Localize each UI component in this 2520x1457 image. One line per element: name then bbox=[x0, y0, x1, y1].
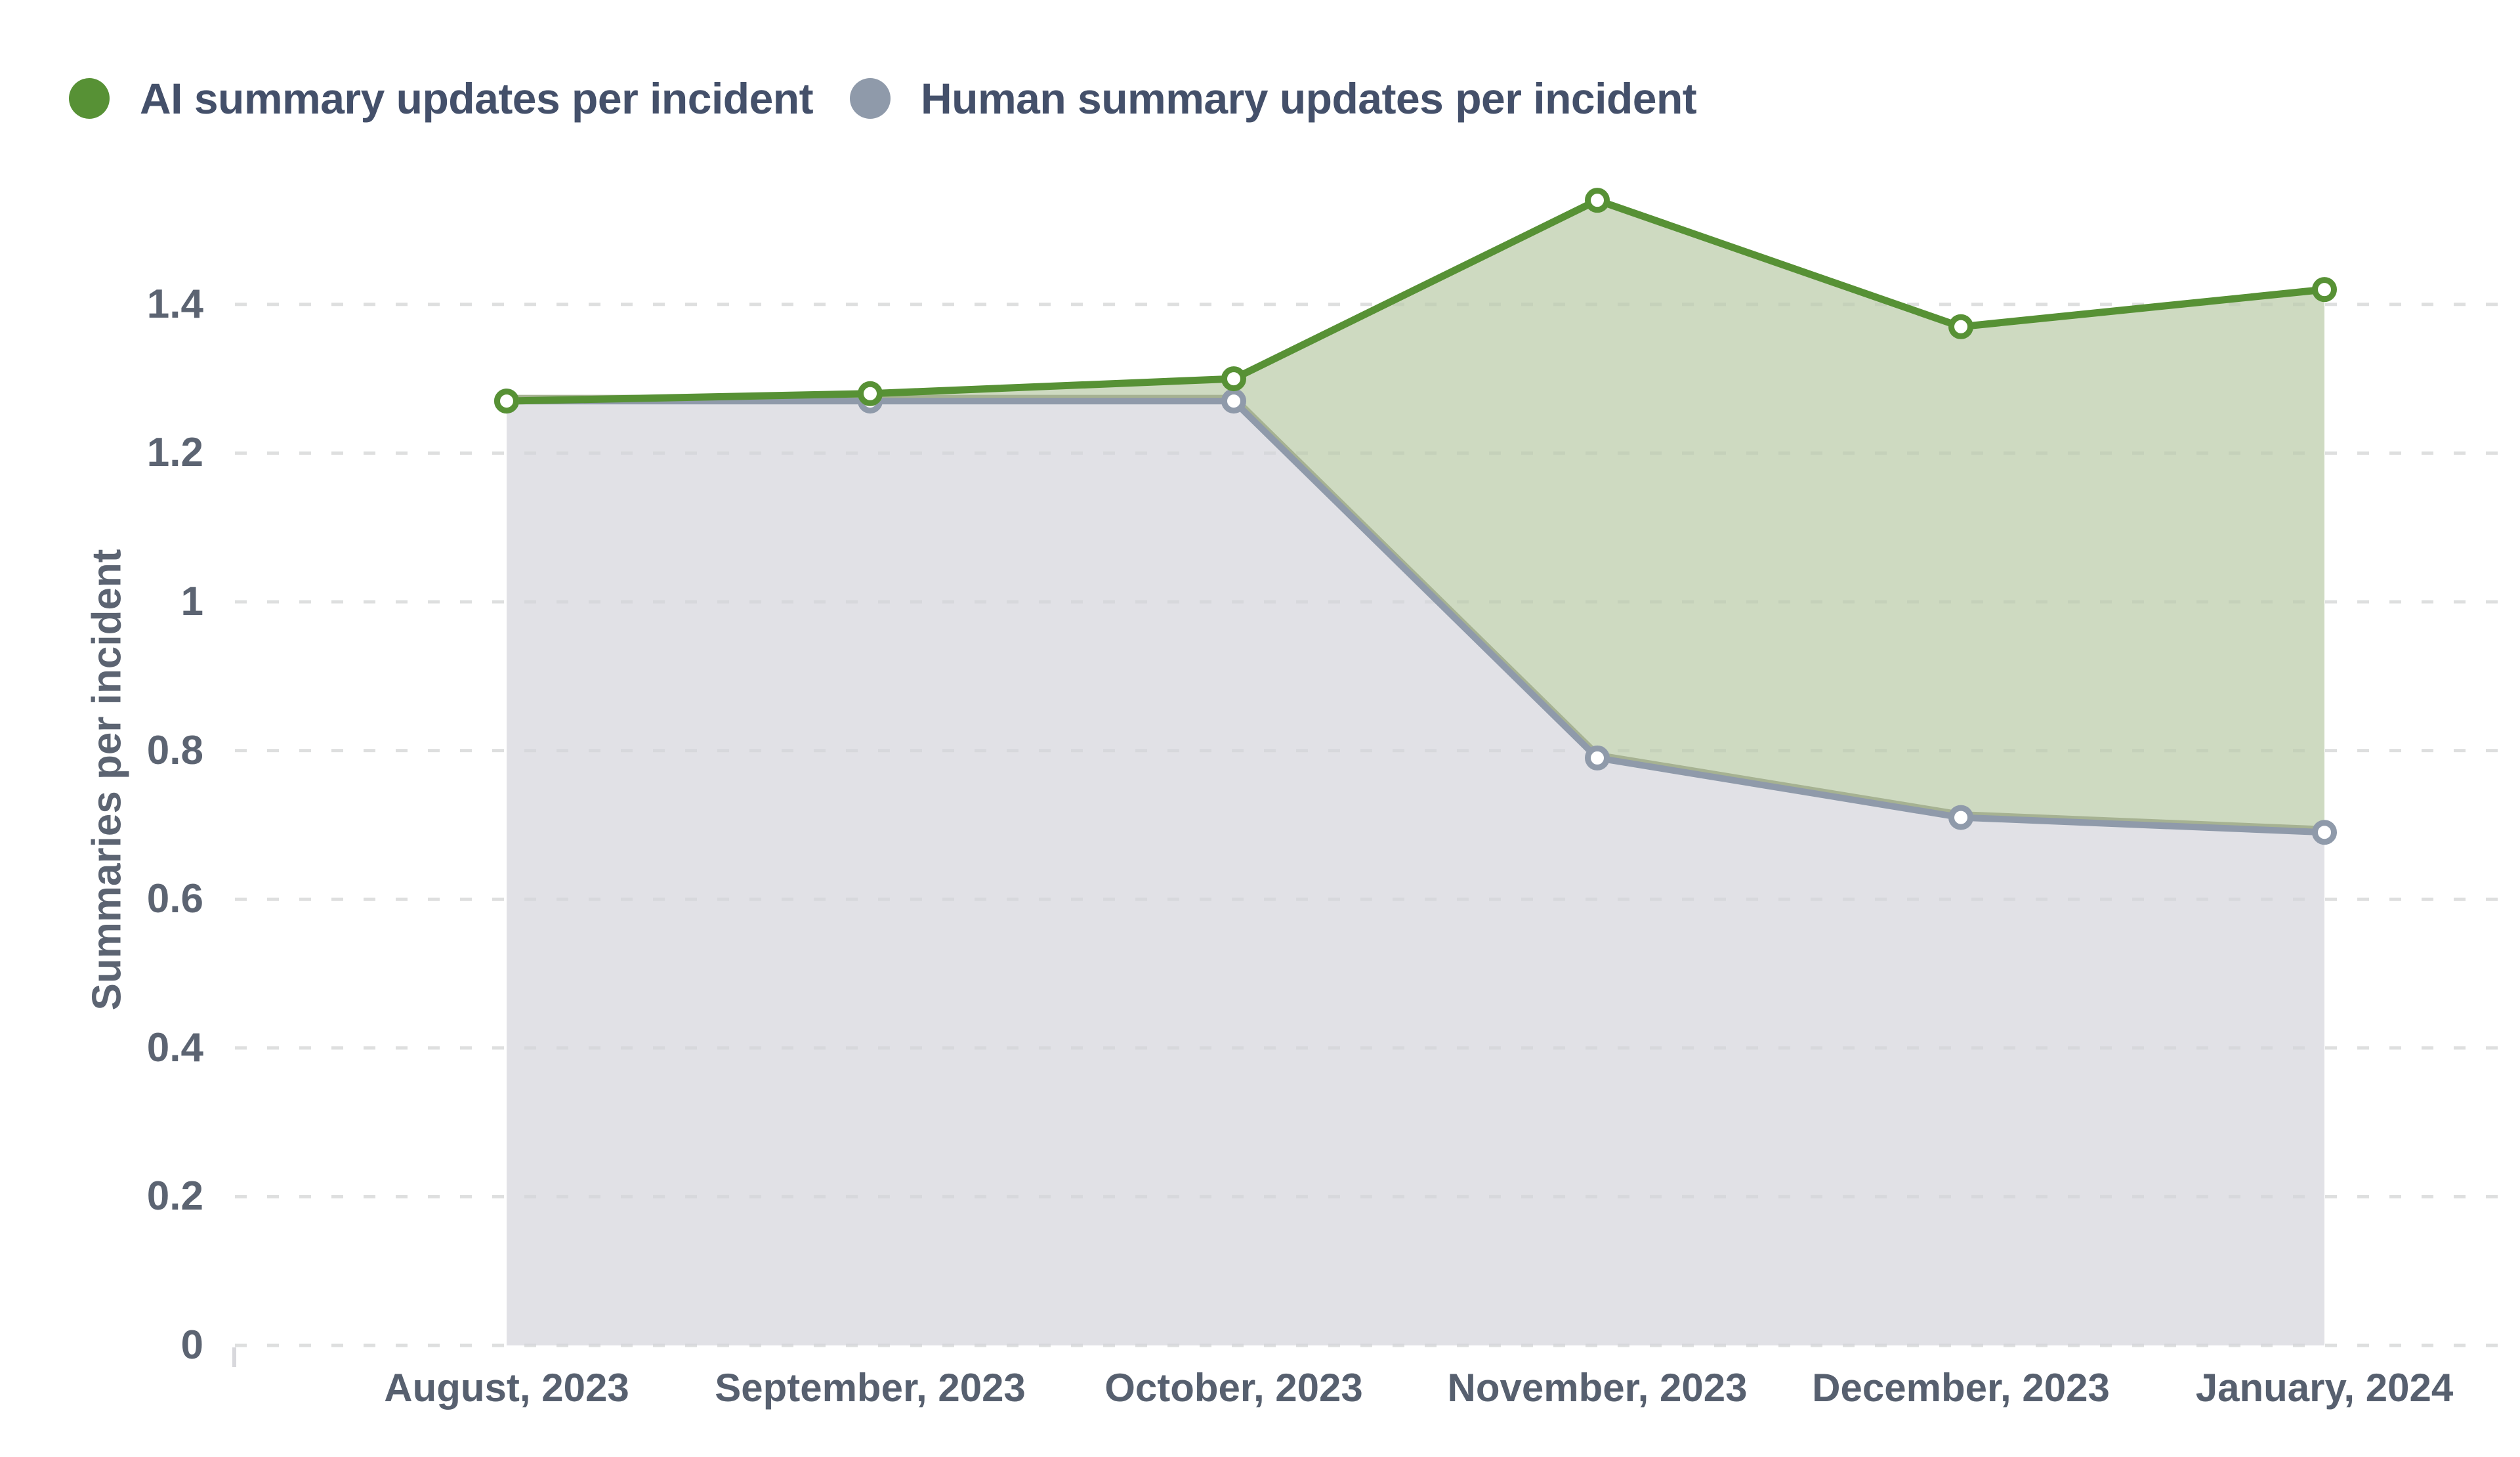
y-tick-label: 0.6 bbox=[146, 876, 203, 922]
data-point-marker-ai bbox=[1585, 188, 1610, 213]
y-axis-tick-mark bbox=[232, 1347, 236, 1367]
legend-item-human[interactable]: Human summary updates per incident bbox=[850, 68, 1697, 129]
data-point-marker-ai bbox=[1221, 366, 1246, 392]
data-point-marker-ai bbox=[1948, 314, 1973, 339]
x-axis-label: November, 2023 bbox=[1447, 1366, 1748, 1410]
ai-series-line bbox=[503, 196, 2328, 405]
human-series-line bbox=[503, 398, 2328, 836]
legend-dot-ai-icon bbox=[69, 78, 110, 119]
y-tick-label: 0.4 bbox=[146, 1024, 203, 1070]
data-point-marker-human bbox=[1221, 389, 1246, 414]
x-axis-label: December, 2023 bbox=[1812, 1366, 2110, 1410]
y-tick-label: 0.2 bbox=[146, 1173, 203, 1219]
ai-area bbox=[507, 200, 2324, 833]
legend-label-ai: AI summary updates per incident bbox=[140, 74, 814, 123]
legend-dot-human-icon bbox=[850, 78, 891, 119]
x-axis-label: January, 2024 bbox=[2195, 1366, 2454, 1410]
human-area bbox=[507, 401, 2324, 1345]
x-axis-label: September, 2023 bbox=[715, 1366, 1026, 1410]
data-point-marker-human bbox=[1585, 745, 1610, 771]
x-axis-label: October, 2023 bbox=[1104, 1366, 1363, 1410]
x-axis-label: August, 2023 bbox=[384, 1366, 629, 1410]
gridlines-overlay bbox=[235, 303, 2502, 1347]
data-point-marker-human bbox=[1948, 805, 1973, 830]
y-tick-label: 1.2 bbox=[146, 430, 203, 476]
y-tick-label: 0 bbox=[180, 1322, 203, 1368]
data-point-marker-ai bbox=[2312, 277, 2337, 303]
y-tick-label: 1.4 bbox=[146, 281, 203, 327]
data-point-marker-human bbox=[2312, 820, 2337, 845]
legend-item-ai[interactable]: AI summary updates per incident bbox=[69, 68, 814, 129]
data-point-marker-ai bbox=[494, 389, 519, 414]
ai-series-markers bbox=[494, 188, 2337, 414]
legend-label-human: Human summary updates per incident bbox=[921, 74, 1697, 123]
data-point-marker-ai bbox=[858, 381, 883, 406]
y-tick-label: 1 bbox=[180, 579, 203, 624]
y-tick-label: 0.8 bbox=[146, 727, 203, 773]
